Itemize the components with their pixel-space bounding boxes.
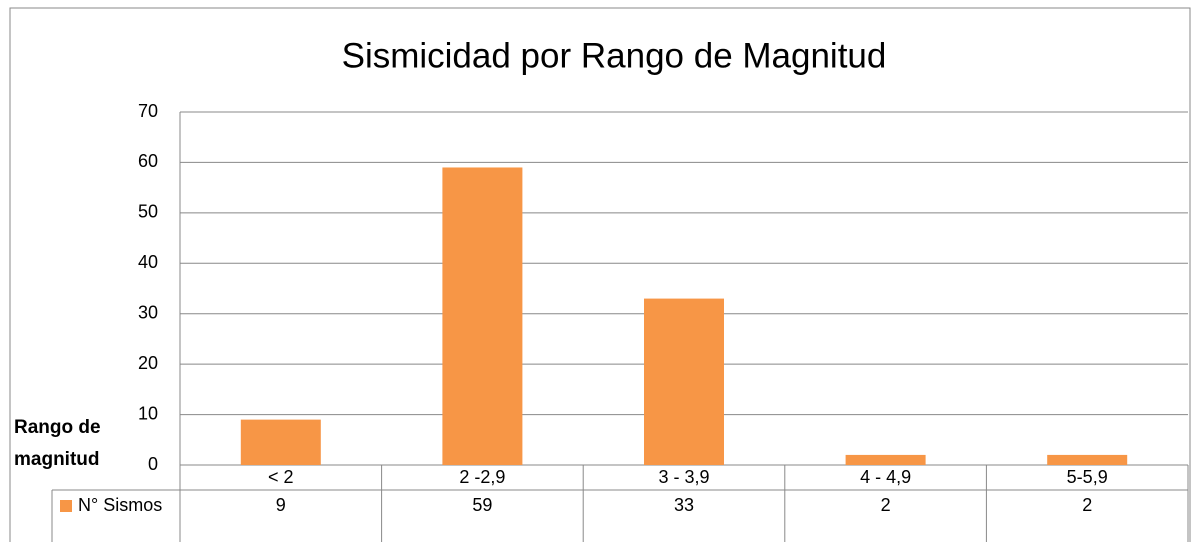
y-tick-label: 0 bbox=[148, 454, 158, 474]
y-tick-label: 30 bbox=[138, 302, 158, 322]
table-value: 2 bbox=[1082, 495, 1092, 515]
y-tick-label: 40 bbox=[138, 252, 158, 272]
table-value: 59 bbox=[472, 495, 492, 515]
legend-swatch bbox=[60, 500, 72, 512]
x-tick-label: 3 - 3,9 bbox=[658, 467, 709, 487]
bar bbox=[644, 298, 724, 465]
bar bbox=[442, 167, 523, 465]
bar bbox=[240, 419, 321, 465]
table-value: 9 bbox=[276, 495, 286, 515]
table-value: 33 bbox=[674, 495, 694, 515]
x-tick-label: 2 -2,9 bbox=[459, 467, 505, 487]
chart-border bbox=[9, 7, 1191, 542]
y-tick-label: 50 bbox=[138, 202, 158, 222]
x-tick-label: 4 - 4,9 bbox=[860, 467, 911, 487]
y-tick-label: 70 bbox=[138, 101, 158, 121]
axis-label: Rango de magnitud bbox=[14, 417, 101, 470]
y-tick-label: 20 bbox=[138, 353, 158, 373]
bar bbox=[1047, 454, 1128, 465]
x-tick-label: < 2 bbox=[268, 467, 294, 487]
x-tick-label: 5-5,9 bbox=[1067, 467, 1108, 487]
table-value: 2 bbox=[881, 495, 891, 515]
legend-label: N° Sismos bbox=[78, 495, 162, 515]
y-tick-label: 10 bbox=[138, 403, 158, 423]
bar bbox=[845, 454, 926, 465]
y-tick-label: 60 bbox=[138, 151, 158, 171]
chart-title: Sismicidad por Rango de Magnitud bbox=[342, 36, 887, 75]
